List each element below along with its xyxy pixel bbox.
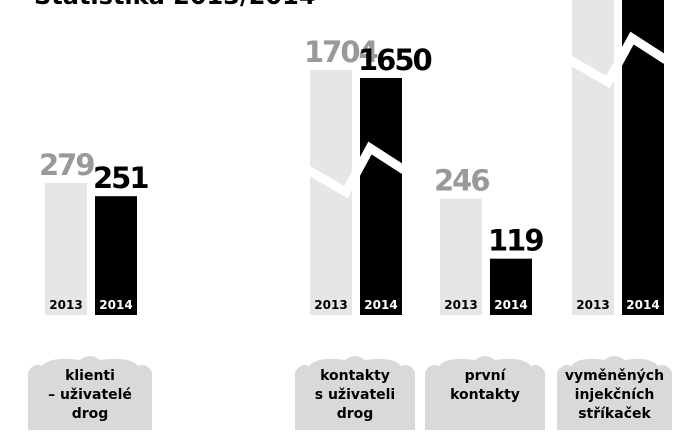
- bar: [572, 0, 614, 315]
- year-label: 2014: [494, 298, 527, 312]
- category-box: [425, 356, 545, 430]
- year-label: 2014: [364, 298, 397, 312]
- category-label: kontakty: [320, 368, 390, 384]
- year-label: 2013: [576, 298, 609, 312]
- category-box: [28, 356, 152, 430]
- bar: [360, 78, 402, 315]
- bar: [490, 258, 532, 315]
- category-box: [295, 356, 415, 430]
- category-label: první: [465, 368, 507, 384]
- category-label: vyměněných: [565, 368, 664, 384]
- bar: [440, 198, 482, 315]
- year-label: 2013: [444, 298, 477, 312]
- year-label: 2013: [314, 298, 347, 312]
- value-label: 1704: [304, 35, 378, 69]
- year-label: 2014: [626, 298, 659, 312]
- value-label: 1650: [358, 43, 432, 77]
- year-label: 2013: [49, 298, 82, 312]
- category-label: – uživatelé: [48, 387, 132, 403]
- chart-title: Statistika 2013/2014: [34, 0, 316, 10]
- category-label: stříkaček: [578, 406, 651, 422]
- year-label: 2014: [99, 298, 132, 312]
- category-box: [557, 356, 672, 430]
- category-label: klienti: [65, 368, 115, 384]
- axis-break: [305, 141, 407, 199]
- value-label: 119: [488, 224, 543, 258]
- value-label: 279: [39, 148, 94, 182]
- category-label: kontakty: [450, 387, 520, 403]
- value-label: 251: [93, 161, 148, 195]
- axis-break: [567, 31, 669, 89]
- value-label: 246: [434, 164, 489, 198]
- bar: [45, 182, 87, 315]
- category-label: drog: [337, 406, 374, 422]
- category-label: injekčních: [575, 387, 655, 403]
- category-label: s uživateli: [315, 387, 395, 403]
- category-label: drog: [72, 406, 109, 422]
- bar: [95, 196, 137, 315]
